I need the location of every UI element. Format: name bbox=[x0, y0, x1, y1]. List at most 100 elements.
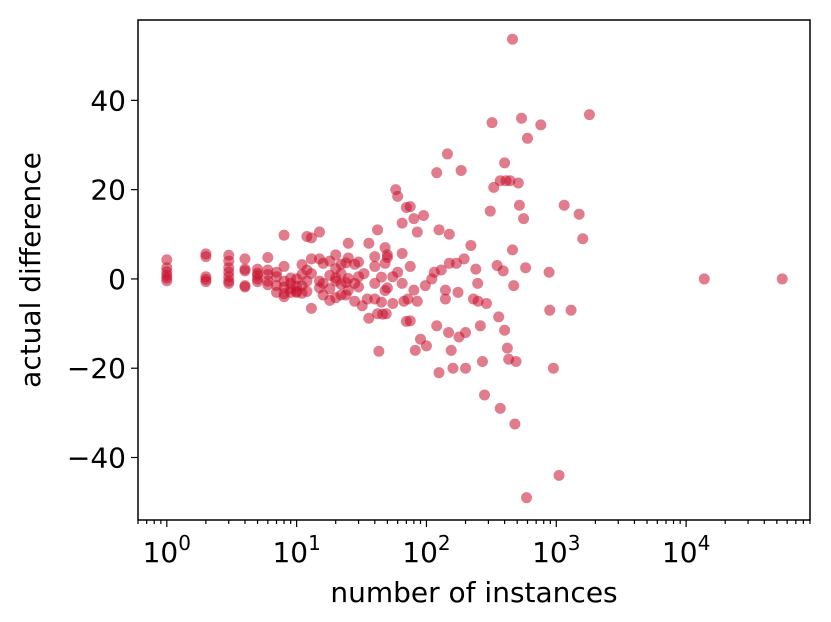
scatter-point bbox=[369, 260, 381, 272]
x-tick-label: 104 bbox=[662, 531, 710, 569]
scatter-point bbox=[404, 201, 416, 213]
scatter-point bbox=[381, 252, 393, 263]
scatter-point bbox=[435, 264, 447, 276]
scatter-point bbox=[441, 148, 453, 160]
plot-frame bbox=[137, 19, 811, 521]
scatter-point bbox=[504, 175, 516, 187]
scatter-point bbox=[443, 228, 455, 240]
scatter-point bbox=[411, 226, 423, 238]
scatter-point bbox=[521, 132, 533, 144]
scatter-point bbox=[499, 324, 511, 336]
scatter-point bbox=[577, 233, 589, 245]
y-tick-label: 0 bbox=[108, 263, 126, 296]
scatter-point bbox=[411, 295, 423, 307]
scatter-point bbox=[470, 263, 482, 275]
scatter-point bbox=[223, 277, 235, 289]
scatter-point bbox=[313, 226, 325, 238]
scatter-point bbox=[543, 266, 555, 278]
scatter-point bbox=[402, 293, 414, 305]
scatter-point bbox=[408, 284, 420, 296]
scatter-point bbox=[460, 327, 472, 338]
scatter-point bbox=[501, 342, 513, 354]
scatter-point bbox=[439, 284, 451, 296]
scatter-point bbox=[381, 282, 393, 294]
scatter-point bbox=[262, 279, 274, 291]
scatter-point bbox=[513, 199, 525, 211]
scatter-point bbox=[698, 273, 710, 285]
scatter-point bbox=[418, 210, 430, 222]
scatter-point bbox=[443, 327, 455, 338]
scatter-point bbox=[497, 265, 509, 277]
scatter-point bbox=[509, 418, 521, 430]
y-tick-label: 40 bbox=[90, 84, 126, 117]
scatter-point bbox=[452, 286, 464, 298]
scatter-point bbox=[573, 208, 585, 220]
scatter-point bbox=[583, 109, 595, 121]
x-tick-label: 100 bbox=[143, 531, 191, 569]
scatter-point bbox=[396, 217, 408, 229]
scatter-point bbox=[161, 254, 173, 266]
scatter-point bbox=[445, 344, 457, 356]
scatter-point bbox=[200, 276, 212, 288]
scatter-point bbox=[330, 249, 342, 261]
scatter-point bbox=[474, 320, 486, 332]
x-tick-label: 103 bbox=[532, 531, 580, 569]
scatter-point bbox=[252, 276, 264, 288]
scatter-point bbox=[239, 253, 251, 265]
scatter-point bbox=[372, 224, 384, 236]
scatter-point bbox=[433, 367, 445, 379]
scatter-point bbox=[380, 308, 392, 320]
scatter-point bbox=[404, 315, 416, 327]
scatter-point bbox=[494, 402, 506, 414]
scatter-point bbox=[512, 177, 524, 189]
scatter-point bbox=[480, 297, 492, 309]
scatter-point bbox=[262, 252, 274, 263]
scatter-point bbox=[455, 164, 467, 176]
scatter-point bbox=[544, 304, 556, 316]
scatter-point bbox=[361, 293, 373, 305]
scatter-point bbox=[465, 239, 477, 251]
scatter-point bbox=[499, 157, 511, 169]
points-layer bbox=[161, 33, 788, 504]
scatter-point bbox=[472, 277, 484, 289]
scatter-point bbox=[507, 33, 518, 45]
scatter-point bbox=[472, 295, 484, 307]
scatter-point bbox=[409, 344, 421, 356]
scatter-point bbox=[431, 320, 443, 332]
scatter-point bbox=[479, 389, 491, 401]
y-tick-label: −20 bbox=[67, 352, 126, 385]
scatter-point bbox=[200, 251, 212, 263]
scatter-point bbox=[396, 247, 408, 259]
scatter-point bbox=[486, 117, 498, 129]
scatter-point bbox=[776, 273, 788, 285]
scatter-point bbox=[507, 244, 518, 256]
scatter-point bbox=[547, 362, 559, 374]
scatter-point bbox=[239, 281, 251, 293]
scatter-point bbox=[392, 266, 404, 278]
x-tick-label: 102 bbox=[402, 531, 450, 569]
scatter-point bbox=[324, 283, 336, 295]
scatter-point bbox=[375, 271, 387, 283]
scatter-point bbox=[508, 280, 520, 292]
scatter-point bbox=[520, 262, 532, 274]
y-axis-label: actual difference bbox=[14, 152, 47, 388]
scatter-point bbox=[460, 362, 472, 374]
scatter-point bbox=[301, 285, 313, 297]
scatter-point bbox=[363, 237, 375, 249]
scatter-point bbox=[493, 311, 505, 323]
scatter-point bbox=[476, 356, 488, 368]
scatter-point bbox=[510, 356, 522, 368]
scatter-point bbox=[305, 268, 317, 280]
scatter-point bbox=[305, 302, 317, 314]
scatter-point bbox=[447, 362, 459, 374]
scatter-point bbox=[342, 237, 354, 249]
scatter-point bbox=[518, 213, 530, 225]
scatter-point bbox=[521, 492, 533, 504]
scatter-point bbox=[239, 265, 251, 277]
scatter-point bbox=[305, 253, 317, 265]
scatter-point bbox=[565, 304, 577, 316]
scatter-point bbox=[373, 345, 385, 357]
scatter-point bbox=[439, 293, 451, 305]
scatter-point bbox=[161, 275, 173, 287]
